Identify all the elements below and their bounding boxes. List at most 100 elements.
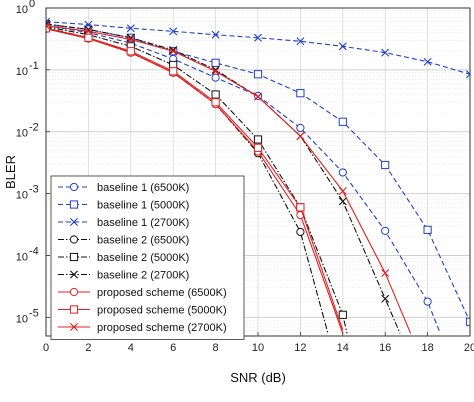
x-tick-label: 4 — [128, 342, 134, 354]
legend-label: baseline 1 (6500K) — [97, 182, 189, 194]
data-point — [296, 123, 305, 133]
data-point — [381, 160, 390, 170]
data-point — [211, 90, 220, 99]
data-point — [70, 218, 78, 226]
data-point — [46, 21, 50, 30]
x-tick-label: 6 — [170, 342, 176, 354]
y-tick-label: 10 — [16, 190, 28, 202]
data-point — [69, 200, 79, 209]
data-point — [211, 73, 220, 82]
legend-box — [50, 175, 245, 340]
data-point — [381, 269, 390, 278]
data-point — [253, 70, 263, 79]
data-point — [211, 98, 220, 107]
data-point — [69, 305, 79, 314]
legend-entry: baseline 1 (6500K) — [58, 182, 189, 194]
data-point — [296, 203, 305, 212]
data-point — [253, 135, 263, 144]
data-point — [70, 270, 78, 279]
legend-label: proposed scheme (6500K) — [97, 287, 227, 299]
legend-label: proposed scheme (2700K) — [97, 322, 227, 334]
legend-entry: baseline 1 (2700K) — [58, 217, 189, 229]
x-tick-label: 2 — [85, 342, 91, 354]
y-tick-exponent: -3 — [29, 184, 39, 196]
data-point — [296, 227, 305, 237]
data-point — [381, 226, 390, 235]
data-point — [169, 67, 178, 76]
data-point — [338, 168, 347, 177]
data-point — [69, 287, 79, 297]
data-point — [381, 48, 390, 57]
data-point — [253, 143, 263, 152]
data-point — [169, 27, 178, 36]
x-tick-label: 20 — [464, 342, 474, 354]
legend: baseline 1 (6500K) baseline 1 (5000K) base… — [50, 175, 245, 340]
x-tick-label: 10 — [252, 342, 264, 354]
data-point — [84, 27, 93, 36]
data-point — [423, 57, 432, 66]
series-layer — [46, 17, 470, 334]
legend-entry: proposed scheme (6500K) — [58, 287, 227, 299]
y-tick-label: 10 — [16, 4, 28, 16]
y-tick-label: 10 — [16, 128, 28, 140]
y-tick-label: 10 — [16, 251, 28, 263]
data-point — [338, 310, 347, 319]
data-point — [338, 42, 347, 51]
series-proposed-scheme-5000k- — [46, 24, 344, 331]
x-tick-label: 18 — [421, 342, 433, 354]
y-tick-exponent: -1 — [29, 60, 39, 72]
legend-label: baseline 1 (2700K) — [97, 217, 189, 229]
series-line — [46, 23, 401, 334]
x-tick-label: 0 — [43, 342, 49, 354]
data-point — [423, 225, 432, 234]
data-point — [381, 294, 390, 303]
data-point — [254, 33, 262, 42]
y-tick-exponent: -4 — [29, 245, 39, 257]
series-baseline-1-2700k- — [46, 17, 470, 79]
series-proposed-scheme-2700k- — [46, 21, 412, 334]
legend-entry: baseline 2 (2700K) — [58, 270, 189, 282]
legend-entry: proposed scheme (5000K) — [58, 305, 227, 317]
data-point — [338, 187, 347, 196]
data-point — [254, 92, 262, 101]
data-point — [466, 70, 470, 79]
y-axis-label: BLER — [3, 155, 18, 189]
y-tick-label: 10 — [16, 313, 28, 325]
data-point — [211, 58, 220, 67]
y-tick-exponent: 0 — [29, 0, 35, 10]
data-point — [211, 67, 220, 76]
legend-label: baseline 2 (5000K) — [97, 252, 189, 264]
x-tick-label: 8 — [213, 342, 219, 354]
y-tick-label: 10 — [16, 66, 28, 78]
legend-entry: baseline 2 (5000K) — [58, 252, 189, 264]
x-tick-label: 16 — [379, 342, 391, 354]
data-point — [70, 323, 78, 331]
data-point — [126, 35, 135, 44]
data-point — [169, 47, 178, 56]
data-point — [296, 37, 305, 46]
x-tick-label: 14 — [337, 342, 349, 354]
data-point — [423, 297, 432, 306]
legend-entry: proposed scheme (2700K) — [58, 322, 227, 334]
data-point — [296, 132, 305, 141]
data-point — [211, 30, 220, 39]
data-point — [126, 24, 135, 33]
legend-entry: baseline 1 (5000K) — [58, 200, 189, 212]
data-point — [126, 47, 135, 56]
legend-label: baseline 2 (6500K) — [97, 235, 189, 247]
legend-label: proposed scheme (5000K) — [97, 305, 227, 317]
data-point — [69, 235, 79, 244]
legend-label: baseline 1 (5000K) — [97, 200, 189, 212]
legend-label: baseline 2 (2700K) — [97, 270, 189, 282]
data-point — [69, 252, 79, 262]
x-axis-label: SNR (dB) — [230, 370, 286, 385]
data-point — [338, 117, 347, 126]
data-point — [296, 89, 305, 98]
data-point — [84, 33, 93, 42]
data-point — [338, 197, 347, 206]
y-tick-exponent: -5 — [29, 307, 39, 319]
legend-entry: baseline 2 (6500K) — [58, 235, 189, 247]
series-line — [46, 28, 344, 334]
series-line — [46, 27, 344, 331]
